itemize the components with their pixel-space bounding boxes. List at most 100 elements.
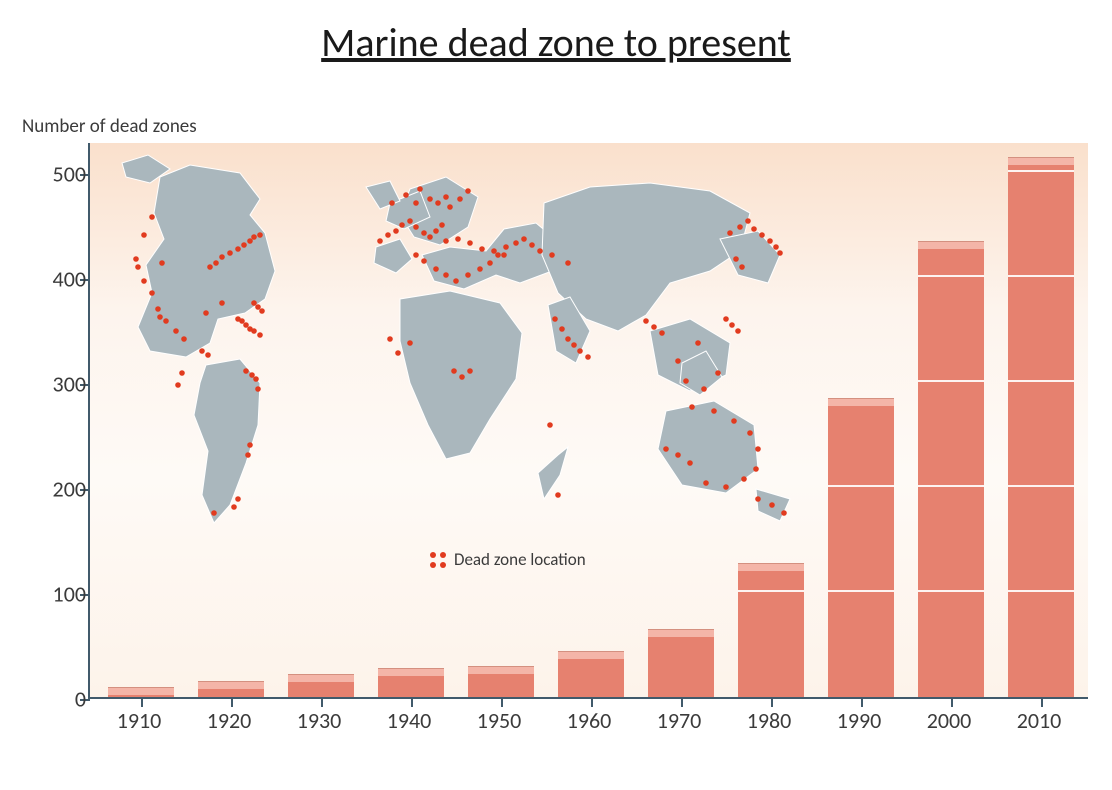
dead-zone-dot bbox=[687, 460, 693, 466]
dead-zone-dot bbox=[465, 188, 471, 194]
world-map-svg bbox=[90, 143, 850, 573]
dead-zone-dot bbox=[503, 244, 509, 250]
y-tick-label: 400 bbox=[36, 266, 86, 293]
dead-zone-dot bbox=[173, 328, 179, 334]
dead-zone-dot bbox=[453, 278, 459, 284]
dead-zone-dot bbox=[659, 330, 665, 336]
x-tick-label: 1940 bbox=[387, 707, 432, 734]
bar-gridline bbox=[1008, 485, 1074, 487]
bar-body bbox=[378, 676, 444, 697]
bar-top-cap bbox=[378, 668, 444, 676]
bar-top-cap bbox=[738, 563, 804, 571]
dead-zone-dot bbox=[257, 332, 263, 338]
x-tick bbox=[141, 697, 143, 707]
landmass bbox=[194, 359, 260, 523]
map-legend: Dead zone location bbox=[430, 549, 586, 570]
dead-zone-dot bbox=[241, 242, 247, 248]
dead-zone-dot bbox=[203, 310, 209, 316]
dead-zone-dot bbox=[417, 186, 423, 192]
dead-zone-dot bbox=[427, 196, 433, 202]
landmass bbox=[122, 155, 170, 183]
dead-zone-dot bbox=[255, 386, 261, 392]
x-tick bbox=[591, 697, 593, 707]
dead-zone-dot bbox=[651, 324, 657, 330]
dead-zone-dot bbox=[477, 266, 483, 272]
x-tick bbox=[321, 697, 323, 707]
bar bbox=[558, 651, 624, 697]
dead-zone-dot bbox=[723, 316, 729, 322]
bar-gridline bbox=[1008, 275, 1074, 277]
dead-zone-dot bbox=[235, 246, 241, 252]
dead-zone-dot bbox=[179, 370, 185, 376]
dead-zone-dot bbox=[181, 336, 187, 342]
slide-root: Marine dead zone to present Number of de… bbox=[0, 0, 1112, 790]
landmass bbox=[400, 291, 522, 459]
legend-dot bbox=[440, 552, 446, 558]
landmass bbox=[680, 351, 722, 395]
dead-zone-dot bbox=[781, 510, 787, 516]
dead-zone-dot bbox=[253, 376, 259, 382]
landmass bbox=[658, 401, 758, 493]
dead-zone-dot bbox=[467, 240, 473, 246]
dead-zone-dot bbox=[385, 232, 391, 238]
dead-zone-dot bbox=[255, 304, 261, 310]
dead-zone-dot bbox=[529, 242, 535, 248]
dead-zone-dot bbox=[777, 250, 783, 256]
dead-zone-dot bbox=[755, 446, 761, 452]
dead-zone-dot bbox=[247, 442, 253, 448]
dead-zone-dot bbox=[455, 236, 461, 242]
dead-zone-dot bbox=[727, 230, 733, 236]
dead-zone-dot bbox=[443, 238, 449, 244]
dead-zone-dot bbox=[759, 232, 765, 238]
bar-top-cap bbox=[828, 398, 894, 406]
dead-zone-dot bbox=[399, 222, 405, 228]
dead-zone-dot bbox=[433, 266, 439, 272]
y-tick-label: 100 bbox=[36, 581, 86, 608]
dead-zone-dot bbox=[767, 238, 773, 244]
bar-gridline bbox=[918, 275, 984, 277]
bar-top-cap bbox=[918, 241, 984, 249]
dead-zone-dot bbox=[403, 192, 409, 198]
plot-area: Dead zone location bbox=[88, 143, 1088, 699]
bar-gridline bbox=[1008, 380, 1074, 382]
dead-zone-dot bbox=[389, 200, 395, 206]
bar-top-cap bbox=[288, 674, 354, 682]
dead-zone-dot bbox=[555, 492, 561, 498]
bar bbox=[828, 398, 894, 697]
bar-body bbox=[468, 674, 534, 697]
bar-top-cap bbox=[648, 629, 714, 637]
dead-zone-dot bbox=[413, 252, 419, 258]
legend-dots-icon bbox=[430, 552, 446, 568]
bar-top-cap bbox=[558, 651, 624, 659]
dead-zone-dot bbox=[735, 328, 741, 334]
dead-zone-dot bbox=[157, 314, 163, 320]
dead-zone-dot bbox=[249, 372, 255, 378]
dead-zone-dot bbox=[739, 264, 745, 270]
bar-gridline bbox=[828, 485, 894, 487]
y-tick-label: 0 bbox=[36, 686, 86, 713]
bar-body bbox=[288, 682, 354, 697]
dead-zone-dot bbox=[387, 336, 393, 342]
x-tick-label: 1920 bbox=[207, 707, 252, 734]
landmass bbox=[720, 231, 780, 283]
dead-zone-dot bbox=[565, 260, 571, 266]
dead-zone-dot bbox=[663, 446, 669, 452]
dead-zone-dot bbox=[219, 254, 225, 260]
bar-gridline bbox=[1008, 590, 1074, 592]
dead-zone-dot bbox=[227, 250, 233, 256]
dead-zone-dot bbox=[701, 386, 707, 392]
dead-zone-dot bbox=[247, 238, 253, 244]
world-map-overlay bbox=[90, 143, 850, 573]
dead-zone-dot bbox=[141, 232, 147, 238]
bar-gridline bbox=[918, 380, 984, 382]
dead-zone-dot bbox=[585, 354, 591, 360]
landmass bbox=[374, 239, 412, 273]
dead-zone-dot bbox=[135, 264, 141, 270]
dead-zone-dot bbox=[683, 378, 689, 384]
dead-zone-dot bbox=[159, 260, 165, 266]
landmass bbox=[366, 181, 400, 209]
y-tick-label: 300 bbox=[36, 371, 86, 398]
bar-body bbox=[198, 689, 264, 697]
dead-zone-dot bbox=[729, 322, 735, 328]
dead-zone-dot bbox=[433, 228, 439, 234]
